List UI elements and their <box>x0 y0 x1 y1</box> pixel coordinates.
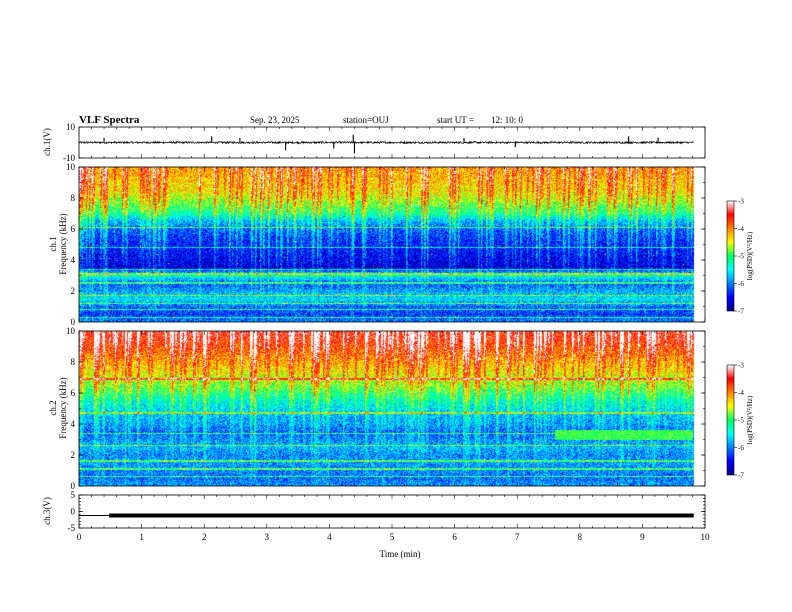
x-tick-label: 7 <box>515 532 520 542</box>
start-ut-label: start UT = <box>437 115 474 125</box>
y-tick-label: 10 <box>66 162 76 172</box>
start-ut-value: 12: 10: 0 <box>491 115 524 125</box>
ch1-colorbar-ticks: -3 -4 -5 -6 -7 <box>734 198 744 316</box>
y-tick-label: 4 <box>71 255 76 265</box>
y-tick-label: -5 <box>68 523 76 533</box>
ch1-spectrogram-ticks: 0 2 4 6 8 10 <box>66 162 706 327</box>
ch2-colorbar-label: log(PSD)(V²/Hz) <box>746 395 754 444</box>
x-tick-label: 8 <box>578 532 583 542</box>
y-tick-label: 0 <box>71 507 76 517</box>
ch1-colorbar: -3 -4 -5 -6 -7 log(PSD)(V²/Hz) <box>726 198 754 316</box>
colorbar-tick-label: -3 <box>738 198 744 206</box>
y-tick-label: -10 <box>63 153 75 163</box>
y-tick-label: 10 <box>66 326 76 336</box>
ch2-frequency-label: Frequency (kHz) <box>58 377 68 438</box>
ch1-waveform-panel: 10 -10 ch.1(V) <box>42 122 706 163</box>
ch3-waveform-ticks: 5 0 -5 <box>68 490 705 533</box>
ch2-spectrogram-image <box>79 331 705 486</box>
ch2-spectrogram-ticks: 0 2 4 6 8 10 <box>66 326 706 491</box>
ch1-waveform-trace <box>78 134 694 154</box>
x-tick-label: 6 <box>452 532 457 542</box>
x-tick-label: 4 <box>327 532 332 542</box>
y-tick-label: 8 <box>71 193 76 203</box>
colorbar-tick-label: -5 <box>738 253 744 261</box>
time-axis-ticks: 0 1 2 3 4 5 6 7 8 9 10 <box>77 495 710 542</box>
y-tick-label: 0 <box>71 481 76 491</box>
ch2-spectrogram-panel: 0 2 4 6 8 10 ch.2 Frequency (kHz) -3 -4 -5 -6 -7 … <box>48 326 754 491</box>
ch1-waveform-line <box>78 140 694 145</box>
y-tick-label: 5 <box>71 490 76 500</box>
figure-date: Sep. 23, 2025 <box>250 115 300 125</box>
y-tick-label: 6 <box>71 224 76 234</box>
figure-header: VLF Spectra Sep. 23, 2025 station=OUJ st… <box>79 114 524 126</box>
station-label: station=OUJ <box>343 115 389 125</box>
ch1-frequency-label: Frequency (kHz) <box>58 213 68 274</box>
ch3-waveform-panel: 50-5 ch.3(V) 0 1 2 3 4 5 6 7 8 9 10 Time (min) <box>42 490 710 559</box>
y-tick-label: 8 <box>71 357 76 367</box>
colorbar-tick-label: -5 <box>738 417 744 425</box>
x-tick-label: 10 <box>701 532 711 542</box>
ch1-spectrogram-panel: 0 2 4 6 8 10 ch.1 Frequency (kHz) -3 -4 -5 -6 -7 … <box>48 162 754 327</box>
colorbar-tick-label: -6 <box>738 444 744 452</box>
colorbar-tick-label: -4 <box>738 225 744 233</box>
ch1-waveform-ticks: 10 -10 <box>63 122 706 163</box>
y-tick-label: 0 <box>71 317 76 327</box>
x-tick-label: 5 <box>390 532 395 542</box>
ch1-spectrogram-image <box>79 167 705 322</box>
colorbar-tick-label: -7 <box>738 472 744 480</box>
y-tick-label: 2 <box>71 286 76 296</box>
ch3-waveform-frame <box>78 494 706 529</box>
colorbar-tick-label: -3 <box>738 362 744 370</box>
x-tick-label: 3 <box>265 532 270 542</box>
colorbar-tick-label: -6 <box>738 280 744 288</box>
ch2-spectrogram-ylabel: ch.2 <box>48 400 58 415</box>
y-tick-label: 4 <box>71 419 76 429</box>
ch1-colorbar-gradient <box>726 200 735 312</box>
ch1-colorbar-label: log(PSD)(V²/Hz) <box>746 231 754 280</box>
time-axis-label: Time (min) <box>380 549 421 559</box>
figure-title: VLF Spectra <box>79 114 140 126</box>
x-tick-label: 2 <box>202 532 207 542</box>
x-tick-label: 0 <box>77 532 82 542</box>
ch2-colorbar: -3 -4 -5 -6 -7 log(PSD)(V²/Hz) <box>726 362 754 480</box>
x-tick-label: 1 <box>139 532 144 542</box>
ch2-colorbar-gradient <box>726 364 735 476</box>
y-tick-label: 6 <box>71 388 76 398</box>
ch1-waveform-ylabel: ch.1(V) <box>42 128 52 156</box>
x-tick-label: 9 <box>640 532 645 542</box>
colorbar-tick-label: -4 <box>738 389 744 397</box>
ch3-waveform-ylabel: ch.3(V) <box>42 497 52 525</box>
ch2-colorbar-ticks: -3 -4 -5 -6 -7 <box>734 362 744 480</box>
ch1-spectrogram-ylabel: ch.1 <box>48 236 58 251</box>
y-tick-label: 2 <box>71 450 76 460</box>
y-tick-label: 10 <box>66 122 76 132</box>
colorbar-tick-label: -7 <box>738 308 744 316</box>
